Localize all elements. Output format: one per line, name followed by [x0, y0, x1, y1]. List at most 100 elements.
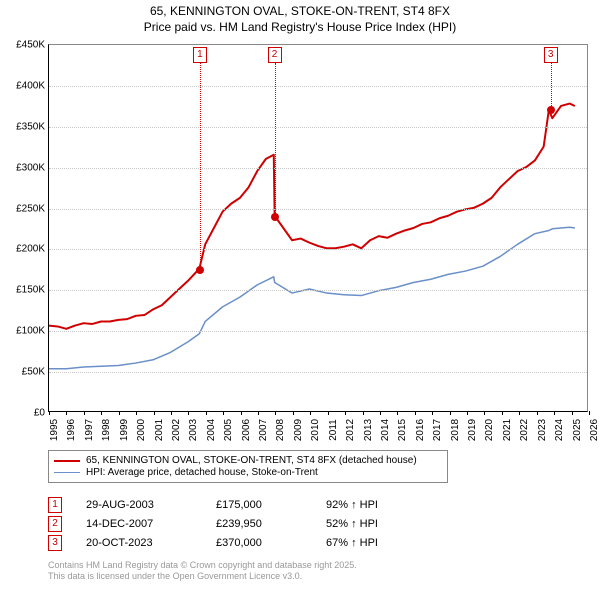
- x-axis-label: 2008: [275, 419, 286, 441]
- transaction-row: 1 29-AUG-2003 £175,000 92% ↑ HPI: [48, 497, 378, 513]
- x-tick: [589, 411, 590, 415]
- y-axis-label: £50K: [3, 367, 45, 378]
- legend-swatch-price-paid: [54, 460, 80, 462]
- gridline: [49, 249, 587, 250]
- x-tick: [241, 411, 242, 415]
- marker-point: [271, 213, 279, 221]
- marker-point: [196, 266, 204, 274]
- x-axis-label: 2019: [467, 419, 478, 441]
- x-axis-label: 2002: [171, 419, 182, 441]
- x-axis-label: 2001: [154, 419, 165, 441]
- x-tick: [502, 411, 503, 415]
- gridline: [49, 290, 587, 291]
- transaction-row: 2 14-DEC-2007 £239,950 52% ↑ HPI: [48, 516, 378, 532]
- x-tick: [154, 411, 155, 415]
- price-chart: £0£50K£100K£150K£200K£250K£300K£350K£400…: [48, 44, 588, 412]
- x-tick: [101, 411, 102, 415]
- x-axis-label: 2010: [310, 419, 321, 441]
- x-axis-label: 2005: [223, 419, 234, 441]
- y-axis-label: £100K: [3, 326, 45, 337]
- x-tick: [171, 411, 172, 415]
- x-tick: [136, 411, 137, 415]
- y-axis-label: £200K: [3, 244, 45, 255]
- x-tick: [310, 411, 311, 415]
- x-axis-label: 2016: [415, 419, 426, 441]
- transaction-date: 29-AUG-2003: [86, 499, 216, 511]
- x-axis-label: 2017: [432, 419, 443, 441]
- x-axis-label: 1998: [101, 419, 112, 441]
- x-axis-label: 2009: [293, 419, 304, 441]
- y-axis-label: £250K: [3, 203, 45, 214]
- x-tick: [328, 411, 329, 415]
- x-axis-label: 2020: [484, 419, 495, 441]
- x-axis-label: 1999: [119, 419, 130, 441]
- gridline: [49, 127, 587, 128]
- x-axis-label: 2024: [554, 419, 565, 441]
- x-tick: [345, 411, 346, 415]
- x-tick: [484, 411, 485, 415]
- x-axis-label: 2023: [537, 419, 548, 441]
- marker-line: [200, 63, 201, 270]
- marker-point: [547, 106, 555, 114]
- transaction-delta: 92% ↑ HPI: [326, 499, 378, 511]
- marker-box: 1: [193, 47, 207, 63]
- transaction-delta: 52% ↑ HPI: [326, 518, 378, 530]
- y-axis-label: £0: [3, 408, 45, 419]
- transaction-marker: 3: [48, 535, 62, 551]
- x-axis-label: 2018: [450, 419, 461, 441]
- x-tick: [84, 411, 85, 415]
- x-tick: [258, 411, 259, 415]
- gridline: [49, 209, 587, 210]
- y-axis-label: £300K: [3, 162, 45, 173]
- x-tick: [380, 411, 381, 415]
- x-axis-label: 2006: [241, 419, 252, 441]
- transaction-marker: 1: [48, 497, 62, 513]
- title-line2: Price paid vs. HM Land Registry's House …: [0, 20, 600, 36]
- x-tick: [537, 411, 538, 415]
- footer-attribution: Contains HM Land Registry data © Crown c…: [48, 560, 357, 583]
- x-tick: [519, 411, 520, 415]
- x-tick: [223, 411, 224, 415]
- x-tick: [432, 411, 433, 415]
- title-line1: 65, KENNINGTON OVAL, STOKE-ON-TRENT, ST4…: [0, 4, 600, 20]
- x-tick: [572, 411, 573, 415]
- y-axis-label: £400K: [3, 80, 45, 91]
- x-tick: [467, 411, 468, 415]
- x-tick: [49, 411, 50, 415]
- x-axis-label: 2025: [572, 419, 583, 441]
- x-axis-label: 2007: [258, 419, 269, 441]
- transaction-row: 3 20-OCT-2023 £370,000 67% ↑ HPI: [48, 535, 378, 551]
- x-axis-label: 2014: [380, 419, 391, 441]
- chart-lines: [49, 45, 587, 411]
- footer-line1: Contains HM Land Registry data © Crown c…: [48, 560, 357, 571]
- footer-line2: This data is licensed under the Open Gov…: [48, 571, 357, 582]
- y-axis-label: £350K: [3, 121, 45, 132]
- x-tick: [66, 411, 67, 415]
- y-axis-label: £450K: [3, 40, 45, 51]
- x-axis-label: 2000: [136, 419, 147, 441]
- gridline: [49, 168, 587, 169]
- x-axis-label: 2021: [502, 419, 513, 441]
- x-tick: [293, 411, 294, 415]
- x-tick: [450, 411, 451, 415]
- series-line-hpi: [49, 227, 575, 369]
- x-axis-label: 1995: [49, 419, 60, 441]
- gridline: [49, 331, 587, 332]
- x-axis-label: 1996: [66, 419, 77, 441]
- x-axis-label: 2011: [328, 419, 339, 441]
- marker-box: 3: [544, 47, 558, 63]
- x-tick: [206, 411, 207, 415]
- legend-swatch-hpi: [54, 472, 80, 473]
- legend-row-hpi: HPI: Average price, detached house, Stok…: [54, 467, 442, 478]
- x-axis-label: 2004: [206, 419, 217, 441]
- chart-title: 65, KENNINGTON OVAL, STOKE-ON-TRENT, ST4…: [0, 0, 600, 35]
- x-axis-label: 2012: [345, 419, 356, 441]
- x-axis-label: 2022: [519, 419, 530, 441]
- x-tick: [415, 411, 416, 415]
- transactions-table: 1 29-AUG-2003 £175,000 92% ↑ HPI 2 14-DE…: [48, 494, 378, 554]
- series-line-price_paid: [49, 104, 575, 329]
- x-axis-label: 2026: [589, 419, 600, 441]
- x-axis-label: 2015: [397, 419, 408, 441]
- marker-box: 2: [268, 47, 282, 63]
- x-tick: [119, 411, 120, 415]
